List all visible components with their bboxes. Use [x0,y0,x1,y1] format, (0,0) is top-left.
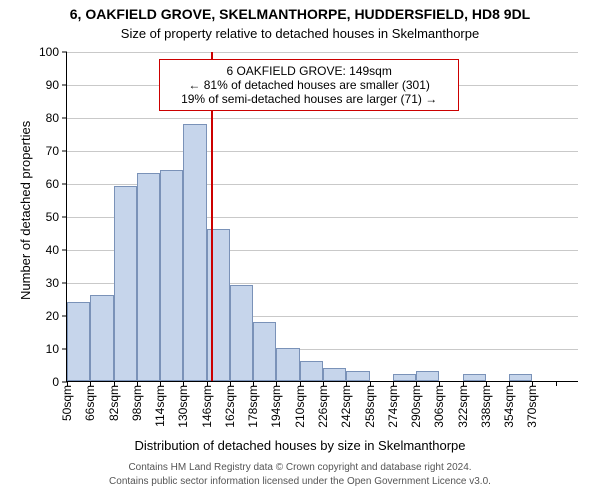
histogram-bar [346,371,369,381]
histogram-bar [183,124,206,381]
xtick-label: 178sqm [246,381,260,428]
xtick-label: 82sqm [107,381,121,421]
xtick-label: 290sqm [409,381,423,428]
histogram-bar [463,374,486,381]
histogram-bar [300,361,323,381]
ytick-label: 30 [46,276,67,290]
credit-line-2: Contains public sector information licen… [0,476,600,487]
xtick-label: 50sqm [60,381,74,421]
plot-area: 010203040506070809010050sqm66sqm82sqm98s… [66,52,578,382]
xtick-label: 162sqm [223,381,237,428]
xtick-label: 146sqm [200,381,214,428]
chart-subtitle: Size of property relative to detached ho… [0,26,600,41]
ytick-label: 60 [46,177,67,191]
histogram-bar [160,170,183,381]
xtick-label: 210sqm [293,381,307,428]
histogram-bar [137,173,160,381]
xtick-label: 66sqm [83,381,97,421]
y-axis-label: Number of detached properties [18,121,33,300]
histogram-bar [509,374,532,381]
histogram-bar [230,285,253,381]
gridline [67,151,578,152]
xtick-label: 194sqm [269,381,283,428]
annotation-line: 6 OAKFIELD GROVE: 149sqm [164,64,454,78]
histogram-bar [90,295,113,381]
ytick-label: 80 [46,111,67,125]
xtick-label: 98sqm [130,381,144,421]
gridline [67,52,578,53]
xtick-label: 258sqm [363,381,377,428]
annotation-line: 19% of semi-detached houses are larger (… [164,92,454,106]
xtick-label: 370sqm [525,381,539,428]
histogram-bar [114,186,137,381]
x-axis-label: Distribution of detached houses by size … [0,438,600,453]
histogram-bar [253,322,276,381]
histogram-bar [416,371,439,381]
gridline [67,118,578,119]
ytick-label: 90 [46,78,67,92]
xtick-label: 322sqm [456,381,470,428]
credit-line-1: Contains HM Land Registry data © Crown c… [0,462,600,473]
histogram-bar [393,374,416,381]
xtick-label: 242sqm [339,381,353,428]
ytick-label: 70 [46,144,67,158]
xtick-label: 114sqm [153,381,167,427]
annotation-box: 6 OAKFIELD GROVE: 149sqm← 81% of detache… [159,59,459,111]
ytick-label: 50 [46,210,67,224]
ytick-label: 20 [46,309,67,323]
xtick-label: 354sqm [502,381,516,428]
xtick-mark [556,381,557,386]
histogram-bar [67,302,90,381]
xtick-label: 306sqm [432,381,446,428]
xtick-label: 130sqm [176,381,190,428]
chart-title: 6, OAKFIELD GROVE, SKELMANTHORPE, HUDDER… [0,6,600,22]
xtick-label: 226sqm [316,381,330,428]
histogram-bar [323,368,346,381]
histogram-bar [276,348,299,381]
xtick-label: 338sqm [479,381,493,428]
xtick-label: 274sqm [386,381,400,428]
annotation-line: ← 81% of detached houses are smaller (30… [164,78,454,92]
ytick-label: 40 [46,243,67,257]
ytick-label: 100 [39,45,67,59]
ytick-label: 10 [46,342,67,356]
